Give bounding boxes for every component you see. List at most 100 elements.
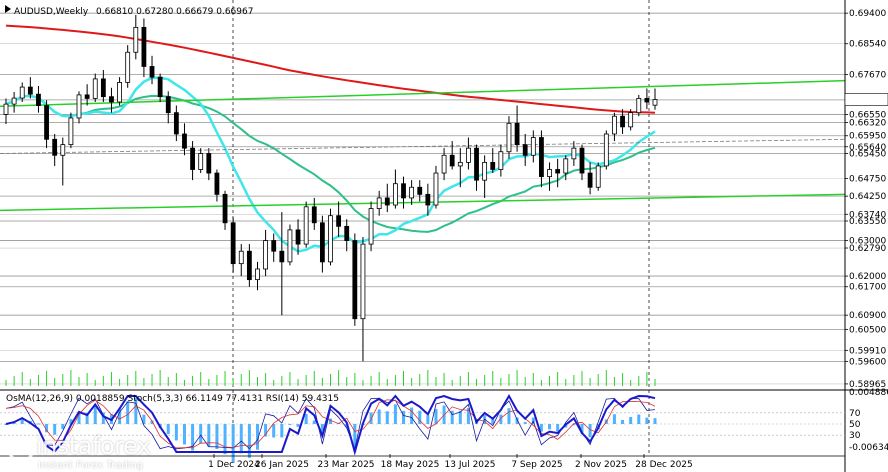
candle-up: [652, 99, 658, 106]
ma-slow-line: [5, 24, 656, 114]
candle-down: [246, 250, 252, 281]
price-tick-label: 0.60500: [849, 325, 886, 335]
osma-bar: [207, 424, 211, 447]
candle-up: [530, 137, 536, 156]
osma-bar: [53, 424, 57, 435]
candle-up: [238, 250, 244, 265]
instaforex-logo-icon: [7, 435, 35, 463]
osma-bar: [93, 406, 97, 424]
oscillator-panel: [0, 389, 888, 463]
osma-bar: [369, 412, 373, 424]
header-triangle-icon[interactable]: [5, 5, 11, 13]
osma-bar: [166, 424, 170, 435]
candle-down: [109, 96, 114, 103]
price-tick-label: 0.65640: [849, 143, 886, 153]
price-tick-label: 0.65950: [849, 132, 886, 142]
price-tick-label: 0.69400: [849, 9, 886, 19]
time-tick-label: 26 Jan 2025: [255, 460, 309, 470]
price-tick-label: 0.67670: [849, 71, 886, 81]
price-tick-label: 0.62790: [849, 244, 886, 254]
osma-bar: [580, 424, 584, 434]
osma-bar: [329, 418, 332, 424]
candle-down: [84, 94, 90, 99]
osma-bar: [182, 424, 186, 445]
osma-bar: [231, 424, 235, 463]
instaforex-watermark: instaforex Instant Forex Trading: [6, 432, 186, 472]
candle-down: [165, 96, 171, 114]
candle-down: [100, 78, 106, 98]
time-tick-label: 28 Dec 2025: [635, 460, 693, 470]
watermark-brand: instaforex: [36, 432, 151, 460]
price-tick-label: 0.63000: [849, 237, 886, 247]
candle-down: [514, 122, 520, 146]
candle-up: [376, 197, 382, 209]
candle-down: [311, 206, 317, 224]
osma-bar: [247, 424, 251, 458]
osma-bar: [191, 424, 195, 451]
candle-up: [198, 153, 204, 170]
candle-down: [182, 133, 187, 149]
candle-down: [620, 115, 625, 128]
candle-up: [117, 82, 122, 103]
osma-bar: [61, 424, 65, 430]
candle-up: [498, 151, 504, 170]
watermark-tagline: Instant Forex Trading: [38, 460, 144, 471]
time-tick-label: 2 Nov 2025: [575, 460, 627, 470]
osma-bar: [264, 424, 268, 437]
candle-up: [466, 147, 471, 163]
osma-bar: [272, 424, 276, 438]
osma-bar: [539, 424, 543, 432]
trend-channel-upper: [0, 79, 846, 108]
osma-bar: [393, 404, 397, 424]
candle-up: [68, 117, 74, 146]
candle-down: [336, 215, 342, 227]
osma-bar: [296, 424, 300, 427]
osma-bar: [85, 412, 89, 424]
osma-bar: [320, 424, 324, 434]
ohlc-header: 0.66810 0.67280 0.66679 0.66967: [96, 7, 253, 17]
candles: [3, 14, 658, 362]
candle-down: [222, 193, 228, 224]
symbol-header: AUDUSD,Weekly: [14, 7, 89, 17]
candle-up: [563, 158, 569, 174]
osma-bar: [499, 414, 503, 424]
osma-bar: [77, 411, 81, 424]
price-tick-label: 0.64750: [849, 174, 886, 184]
candle-down: [474, 147, 479, 181]
osma-bar: [20, 419, 24, 424]
candle-down: [173, 112, 179, 135]
candle-up: [3, 103, 9, 115]
price-tick-label: 0.59600: [849, 357, 886, 367]
time-tick-label: 23 Mar 2025: [317, 460, 374, 470]
osma-bar: [223, 424, 227, 455]
candle-up: [287, 229, 293, 263]
time-tick-label: 1 Dec 2024: [208, 460, 260, 470]
price-axis: 0.694000.685400.676700.669600.665500.663…: [844, 0, 888, 472]
osma-bar: [304, 413, 308, 424]
candle-down: [279, 250, 285, 263]
oscillator-tick-label: 70: [849, 409, 861, 419]
osma-bar: [491, 418, 495, 424]
osma-bar: [174, 424, 178, 441]
candle-up: [303, 206, 309, 245]
osma-bar: [450, 410, 454, 424]
candle-down: [522, 144, 528, 156]
osma-bar: [36, 423, 40, 425]
osma-bar: [523, 421, 527, 424]
osma-bar: [434, 408, 438, 424]
candle-up: [595, 165, 601, 188]
candle-down: [206, 153, 212, 174]
candle-down: [27, 86, 33, 95]
osma-bar: [548, 424, 552, 430]
time-tick-label: 13 Jul 2025: [445, 460, 496, 470]
price-tick-label: 0.66320: [849, 119, 886, 129]
osma-bar: [466, 407, 470, 424]
candle-down: [149, 66, 155, 78]
candle-up: [571, 147, 577, 160]
osma-bar: [288, 423, 292, 425]
candle-down: [230, 222, 236, 265]
candle-down: [190, 147, 195, 170]
candle-up: [255, 268, 260, 281]
candle-down: [384, 197, 390, 206]
